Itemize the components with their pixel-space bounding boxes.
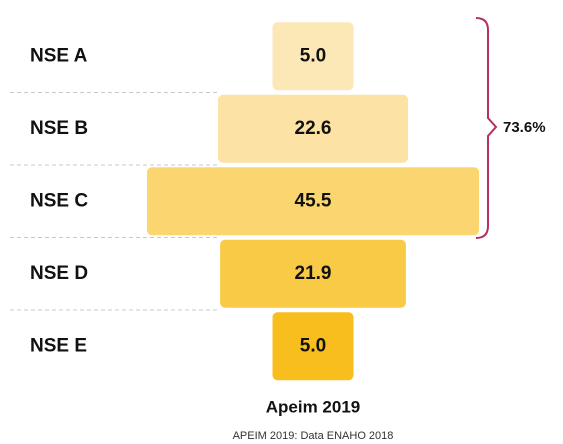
category-label: NSE D (30, 263, 88, 284)
source: APEIM 2019: Data ENAHO 2018 (233, 430, 394, 442)
bar (146, 167, 480, 236)
value-label: 5.0 (300, 45, 326, 66)
value-label: 5.0 (300, 335, 326, 356)
category-label: NSE E (30, 335, 87, 356)
bar (272, 312, 354, 381)
value-label: 22.6 (295, 118, 332, 139)
annotation: 73.6% (503, 119, 546, 136)
chart-title: Apeim 2019 (266, 397, 361, 416)
category-label: NSE A (30, 45, 88, 66)
bracket (475, 17, 498, 239)
bar (272, 22, 354, 91)
category-label: NSE C (30, 190, 88, 211)
value-label: 21.9 (295, 263, 332, 284)
category-label: NSE B (30, 118, 88, 139)
bar (220, 239, 406, 308)
bar (217, 94, 409, 163)
value-label: 45.5 (295, 190, 332, 211)
